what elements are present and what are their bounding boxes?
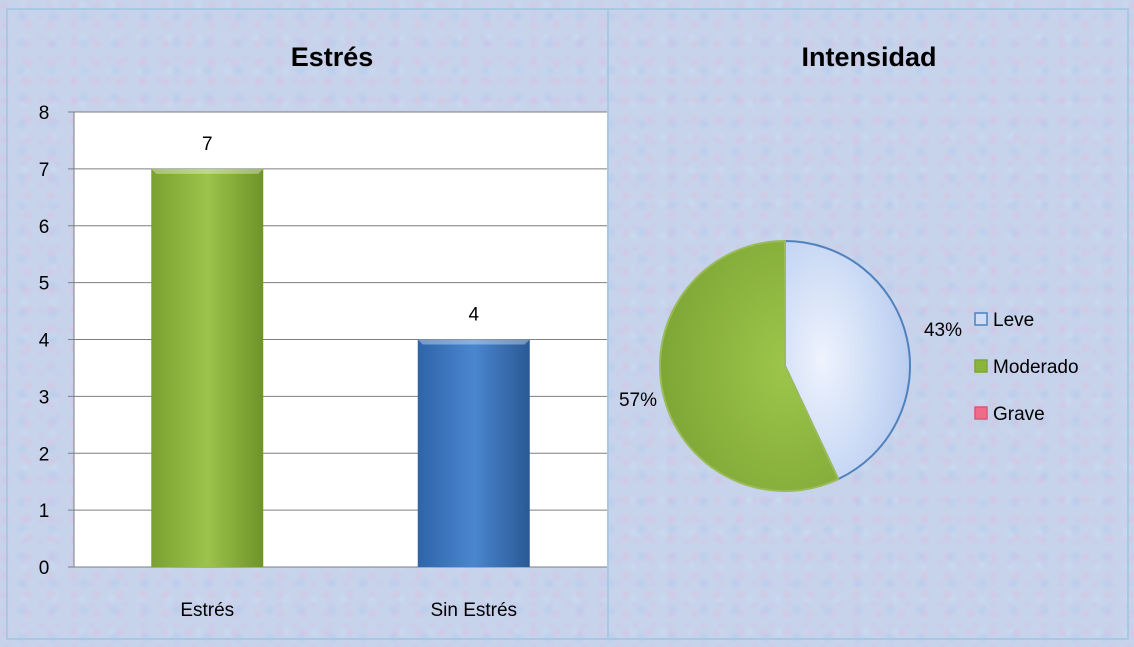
legend-label: Leve [993,310,1034,331]
bar-y-tick-label: 8 [39,103,50,124]
bar-series: 74 [151,134,530,567]
bar-y-tick-label: 7 [39,160,50,181]
bar-bevel [151,168,264,174]
pie-chart-panel [607,8,1129,640]
bar-x-tick-label: Sin Estrés [430,600,517,621]
bar-y-tick-label: 0 [39,558,50,579]
legend-swatch [974,406,988,420]
bar-y-tick-label: 2 [39,444,50,465]
bar-x-axis: Estrés Sin Estrés [180,600,517,621]
pie-data-label: 43% [924,320,962,341]
bar [417,339,530,567]
legend-swatch [974,359,988,373]
pie-legend: Leve Moderado Grave [974,310,1079,425]
bar-data-label: 7 [202,134,213,155]
bar [151,168,264,567]
pie-chart-title: Intensidad [801,42,936,72]
pie-data-label: 57% [619,390,657,411]
bar-data-label: 4 [468,305,479,326]
bar-x-tick-label: Estrés [180,600,234,621]
pie-slice [659,239,840,492]
bar-y-tick-label: 3 [39,387,50,408]
pie-data-labels: 43% 57% [619,320,962,411]
bar-y-tick-label: 5 [39,274,50,295]
bar-y-tick-label: 1 [39,501,50,522]
bar-y-tick-label: 6 [39,217,50,238]
legend-label: Moderado [993,357,1079,378]
bar-chart-title: Estrés [291,42,374,72]
legend-swatch [974,312,988,326]
bar-y-tick-label: 4 [39,331,50,352]
pie-slice [784,239,911,481]
pie-series [659,239,911,492]
bar-bevel [417,339,530,345]
bar-y-axis: 0 1 2 3 4 5 6 7 8 [39,103,50,579]
legend-label: Grave [993,404,1045,425]
